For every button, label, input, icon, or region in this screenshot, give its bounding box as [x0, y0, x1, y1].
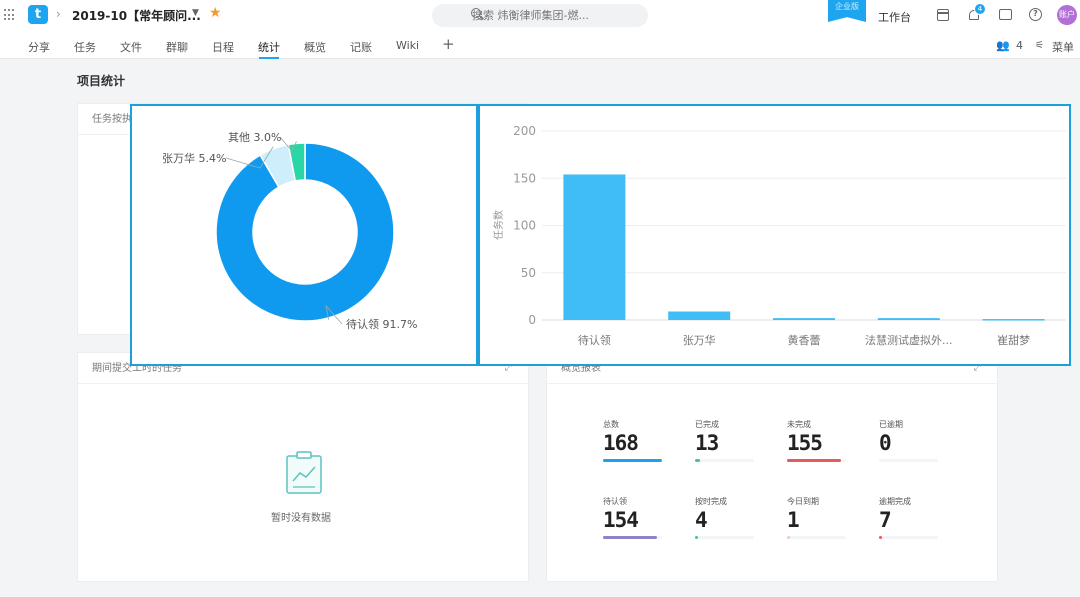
divider	[78, 383, 528, 384]
kpi-progress-fill	[695, 536, 698, 539]
kpi-label: 未完成	[787, 420, 811, 429]
kpi-progress-fill	[695, 459, 700, 462]
kpi-progress-fill	[603, 459, 662, 462]
bar-chart-panel: 0 50 100 150 200 任务数待认领 张万华 黄香蕾 法慧测试虚拟外... 崔甜梦	[478, 104, 1071, 366]
menu-button[interactable]: 菜单	[1052, 41, 1074, 54]
kpi-progress-fill	[787, 536, 790, 539]
kpi-value: 154	[603, 508, 639, 532]
y-tick-label: 50	[521, 266, 536, 280]
empty-clipboard-icon	[286, 451, 322, 494]
tab-tasks[interactable]: 任务	[74, 41, 96, 54]
page-title: 项目统计	[77, 74, 126, 88]
divider	[547, 383, 997, 384]
pie-leader-line	[325, 304, 343, 325]
kpi-value: 168	[603, 431, 639, 455]
edition-ribbon: 企业版	[828, 0, 866, 22]
expand-icon[interactable]: ⤢	[973, 363, 981, 373]
y-tick-label: 200	[513, 124, 536, 138]
pie-leader-line	[225, 146, 274, 169]
kpi-value: 7	[879, 508, 892, 532]
pie-slice-待认领[interactable]	[215, 142, 395, 322]
kpi-value: 4	[695, 508, 708, 532]
bar-黄香蕾[interactable]	[773, 318, 835, 320]
member-count[interactable]: 4	[1016, 39, 1023, 52]
bar-法慧测试虚拟外...[interactable]	[877, 318, 940, 320]
period-tasks-card: 期间提交工时的任务 ⤢ 暂时没有数据	[77, 352, 529, 582]
chevron-down-icon[interactable]: ▼	[192, 8, 199, 18]
help-icon[interactable]: ?	[1029, 8, 1042, 21]
card-title: 概览报表	[561, 363, 601, 374]
x-tick-label: 张万华	[683, 333, 716, 347]
overview-report-card: 概览报表 ⤢ 总数 168 已完成 13 未完成 155 已逾期 0 待认领 154 按时完成 4 今日…	[546, 352, 998, 582]
tab-files[interactable]: 文件	[120, 41, 142, 54]
kpi-progress-track	[787, 536, 846, 539]
tab-wiki[interactable]: Wiki	[396, 39, 420, 52]
calendar-icon[interactable]	[937, 9, 949, 21]
search-icon	[471, 8, 481, 18]
kpi-label: 逾期完成	[879, 497, 911, 506]
kpi-label: 今日到期	[787, 497, 819, 506]
tab-schedule[interactable]: 日程	[212, 41, 234, 54]
pie-slice-其他[interactable]	[287, 142, 306, 182]
workbench-link[interactable]: 工作台	[878, 11, 911, 24]
tab-overview[interactable]: 概览	[304, 41, 326, 54]
x-tick-label: 法慧测试虚拟外...	[865, 333, 953, 347]
pie-label: 张万华 5.4%	[162, 151, 226, 165]
bar-崔甜梦[interactable]	[982, 319, 1045, 321]
members-icon[interactable]: 👥	[996, 39, 1010, 52]
tab-accounting[interactable]: 记账	[350, 41, 372, 54]
notification-badge: 4	[974, 3, 986, 15]
expand-icon[interactable]: ⤢	[504, 363, 512, 373]
kpi-progress-track	[695, 459, 754, 462]
kpi-value: 0	[879, 431, 892, 455]
add-tab-icon[interactable]: +	[442, 35, 455, 53]
kpi-value: 1	[787, 508, 800, 532]
pie-leader-line	[279, 136, 297, 152]
avatar[interactable]: 账户	[1057, 5, 1077, 25]
kpi-progress-track	[879, 536, 938, 539]
y-tick-label: 150	[513, 171, 536, 185]
pie-label: 待认领 91.7%	[346, 317, 417, 331]
pie-label: 其他 3.0%	[228, 131, 281, 144]
x-tick-label: 崔甜梦	[997, 333, 1030, 347]
apps-grid-icon[interactable]	[4, 9, 16, 21]
search-input[interactable]: 搜索 炜衡律师集团-燃...	[432, 4, 648, 27]
x-tick-label: 黄香蕾	[788, 333, 821, 347]
tab-statistics[interactable]: 统计	[258, 41, 280, 54]
kpi-progress-fill	[879, 536, 882, 539]
y-tick-label: 0	[528, 313, 536, 327]
settings-sliders-icon[interactable]: ⚟	[1035, 40, 1044, 51]
kpi-label: 已逾期	[879, 420, 903, 429]
empty-state-text: 暂时没有数据	[271, 513, 331, 524]
star-icon[interactable]: ★	[209, 5, 222, 21]
tab-share[interactable]: 分享	[28, 41, 50, 54]
active-tab-indicator	[259, 57, 279, 59]
bar-待认领[interactable]	[563, 174, 626, 320]
kpi-progress-track	[879, 459, 938, 462]
x-tick-label: 待认领	[578, 333, 611, 347]
pie-chart-panel: 待认领 91.7% 张万华 5.4% 其他 3.0%	[130, 104, 478, 366]
pie-chart: 待认领 91.7% 张万华 5.4%其他 3.0%	[162, 131, 417, 331]
kpi-label: 待认领	[603, 497, 627, 506]
kpi-label: 已完成	[695, 420, 719, 429]
card-title: 任务按执行者	[92, 114, 152, 125]
tab-chat[interactable]: 群聊	[166, 41, 188, 54]
project-title[interactable]: 2019-10【常年顾问...	[72, 9, 201, 23]
app-logo[interactable]: t	[28, 5, 48, 24]
tab-bar	[0, 31, 1080, 59]
y-axis-label: 任务数	[492, 210, 505, 240]
y-tick-label: 100	[513, 219, 536, 233]
kpi-value: 13	[695, 431, 719, 455]
chevron-right-icon: ›	[56, 7, 61, 21]
kpi-progress-track	[695, 536, 754, 539]
kpi-label: 总数	[603, 420, 619, 429]
bar-张万华[interactable]	[668, 311, 731, 320]
kpi-value: 155	[787, 431, 823, 455]
card-title: 期间提交工时的任务	[92, 363, 182, 374]
kpi-label: 按时完成	[695, 497, 727, 506]
message-icon[interactable]	[999, 9, 1012, 20]
kpi-progress-fill	[787, 459, 841, 462]
kpi-progress-fill	[603, 536, 657, 539]
